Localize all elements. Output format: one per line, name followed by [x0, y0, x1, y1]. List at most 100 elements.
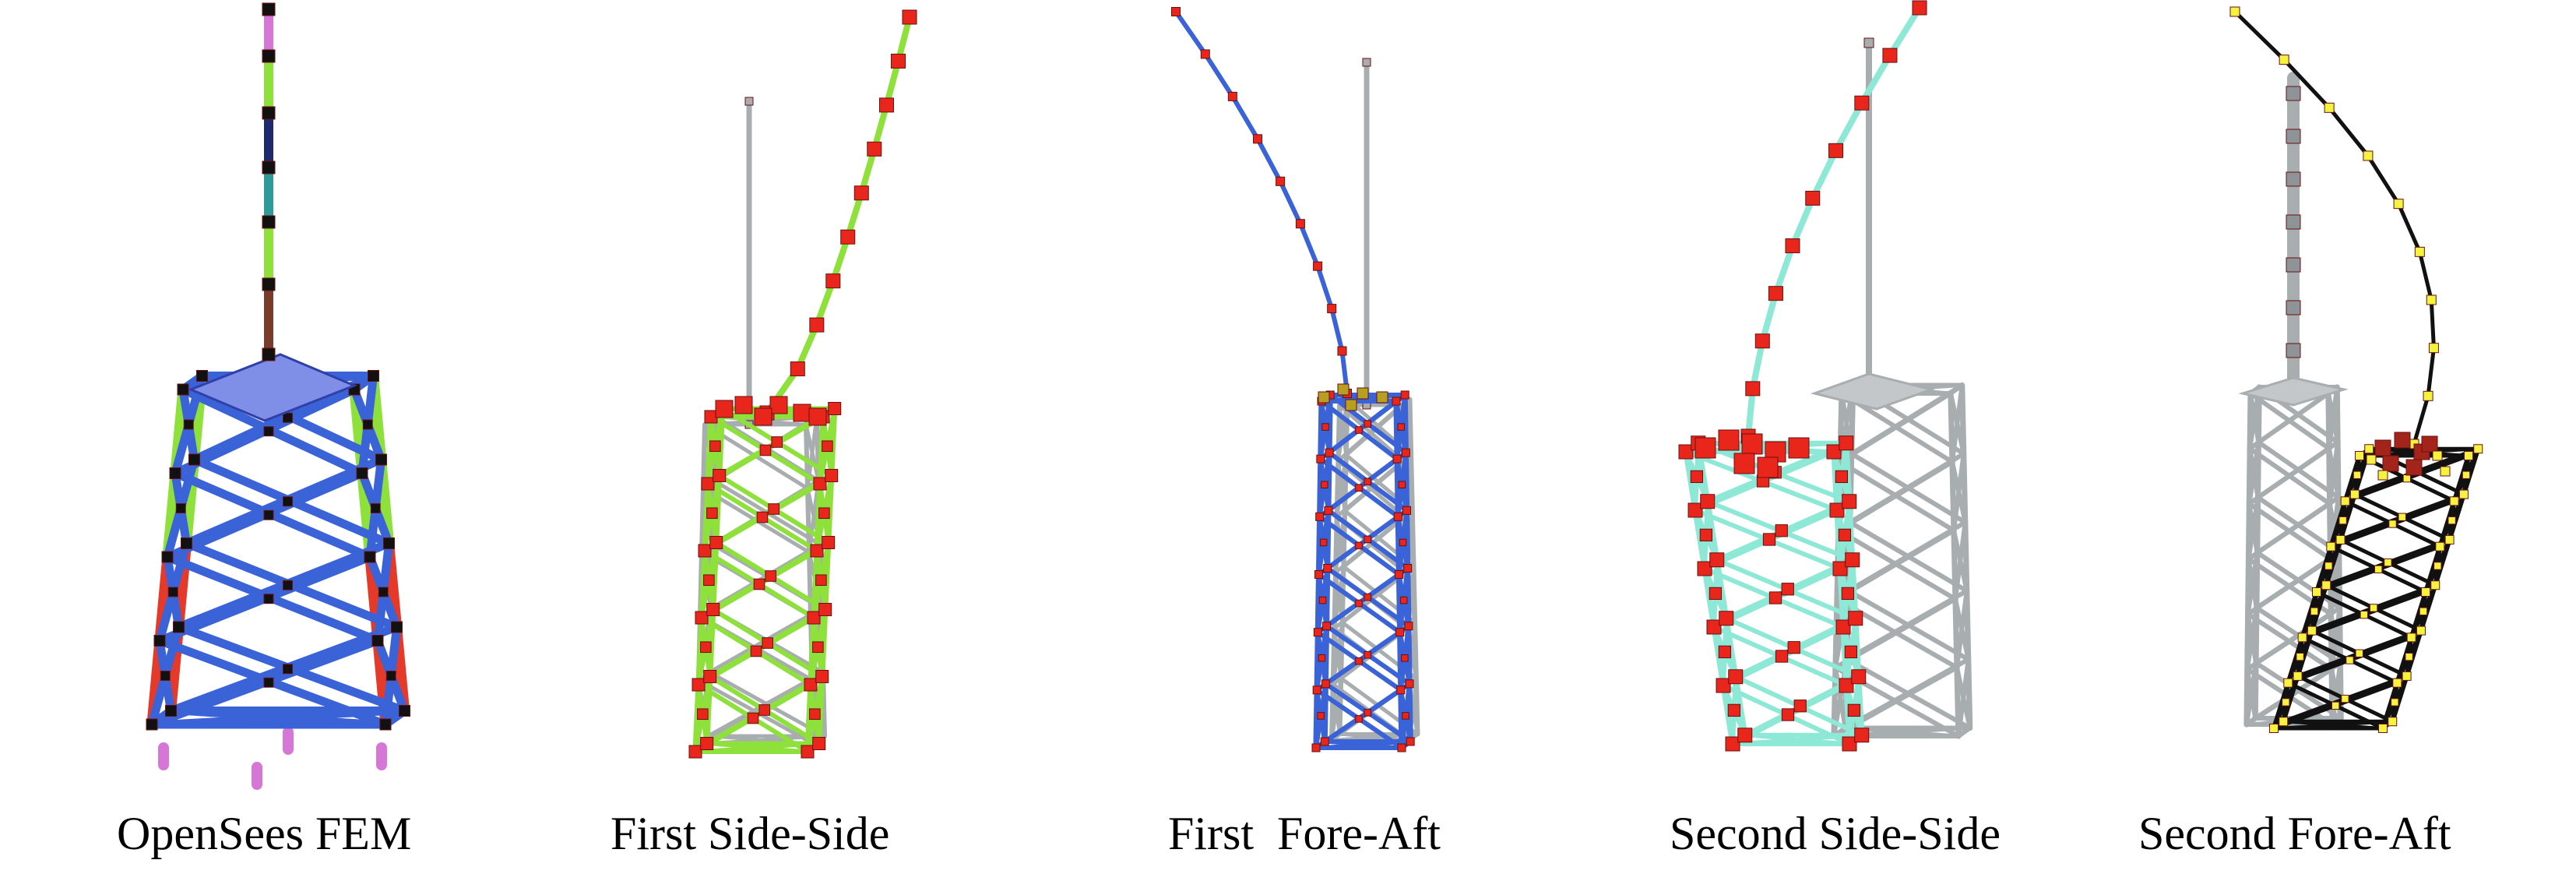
jacket-node [2310, 607, 2319, 615]
jacket-node [1402, 712, 1409, 720]
jacket-horizontal [705, 742, 810, 754]
jacket-node [385, 671, 396, 681]
jacket-node [2449, 496, 2459, 506]
jacket-brace [2256, 439, 2341, 500]
jacket-node [1393, 512, 1402, 521]
tower-node [1912, 0, 1927, 16]
jacket-node [2388, 520, 2397, 528]
tower-node [1863, 37, 1874, 48]
tower-node [2286, 343, 2301, 358]
jacket-node [1355, 541, 1363, 550]
tower-node [262, 106, 276, 120]
jacket-node [706, 507, 718, 520]
jacket-node [1838, 528, 1852, 542]
jacket-node [1768, 591, 1782, 604]
tower-node [1295, 219, 1305, 229]
deck-node [1741, 433, 1763, 455]
jacket-node [1716, 678, 1731, 693]
jacket-node [169, 467, 181, 479]
tower-node [2428, 343, 2439, 354]
jacket-node [371, 635, 384, 647]
jacket-node [2458, 489, 2469, 499]
jacket-node [2384, 558, 2392, 567]
jacket-node [283, 664, 293, 675]
jacket-node [1355, 599, 1363, 608]
jacket-node [1775, 524, 1788, 537]
jacket-node [2331, 701, 2340, 710]
jacket-node [399, 705, 410, 717]
jacket-node [2279, 717, 2289, 727]
tower-node [1854, 95, 1870, 111]
jacket-node [2402, 671, 2412, 681]
deck-node [1376, 391, 1388, 404]
jacket-brace [2255, 495, 2342, 555]
tower-node [1327, 304, 1337, 314]
jacket-node [1719, 611, 1734, 626]
jacket-node [1355, 426, 1363, 434]
jacket-node [283, 496, 293, 507]
tower-node [1828, 143, 1844, 158]
caption-second-fore-aft: Second Fore-Aft [2138, 808, 2451, 859]
panel-opensees-fem [146, 2, 410, 790]
jacket-node [1364, 593, 1371, 601]
jacket-brace [1833, 665, 1848, 731]
jacket-node [1395, 570, 1403, 579]
jacket-node [1323, 564, 1332, 573]
jacket-node [2430, 580, 2441, 590]
jacket-node [747, 712, 759, 724]
jacket-node [2335, 534, 2345, 544]
jacket-node [822, 536, 836, 549]
deck-node [1694, 437, 1716, 459]
jacket-node [2388, 717, 2398, 727]
tower-node [262, 215, 276, 229]
jacket-node [160, 671, 171, 681]
jacket-brace [2246, 556, 2259, 611]
jacket-node [391, 621, 403, 633]
jacket-horizontal [167, 707, 389, 728]
tower-node [1313, 261, 1323, 271]
deck-node [808, 407, 827, 426]
jacket-node [2421, 587, 2430, 597]
jacket-brace [696, 678, 816, 746]
jacket-node [1700, 494, 1716, 509]
panel-second-side-side [1678, 0, 1973, 752]
jacket-node [1847, 703, 1861, 717]
jacket-node [815, 574, 827, 587]
deck-node [2382, 455, 2399, 472]
jacket-node [1854, 728, 1870, 743]
jacket-node [1841, 587, 1855, 601]
jacket-node [2312, 587, 2321, 597]
deck-node [1345, 399, 1357, 411]
deck-node [2377, 470, 2388, 481]
jacket-node [1322, 622, 1332, 631]
deformed-tower [764, 14, 913, 416]
tower-node [2286, 257, 2301, 273]
jacket-node [1315, 512, 1325, 521]
jacket-brace [2326, 446, 2341, 500]
jacket-brace [804, 422, 821, 483]
tower-node [853, 185, 869, 201]
caption-second-side-side: Second Side-Side [1670, 808, 2001, 859]
jacket-node [2374, 565, 2383, 574]
jacket-node [1319, 538, 1328, 547]
jacket-node [2462, 470, 2471, 479]
jacket-node [801, 745, 815, 759]
jacket-node [1364, 420, 1371, 428]
jacket-node [196, 370, 208, 382]
jacket-node [703, 574, 715, 587]
jacket-node [1400, 390, 1409, 400]
jacket-node [2349, 489, 2360, 499]
deck [188, 353, 357, 422]
jacket-node [1392, 396, 1401, 406]
tower-node [2229, 6, 2240, 17]
jacket-node [1842, 494, 1857, 509]
tower-node [744, 97, 754, 106]
jacket-node [1725, 736, 1740, 752]
jacket-node [263, 677, 274, 688]
jacket-node [378, 587, 389, 597]
jacket-brace [2245, 611, 2259, 666]
tower-node [1227, 91, 1237, 101]
jacket-brace [1948, 391, 1966, 456]
jacket-node [825, 469, 839, 482]
jacket-node [2398, 513, 2406, 521]
